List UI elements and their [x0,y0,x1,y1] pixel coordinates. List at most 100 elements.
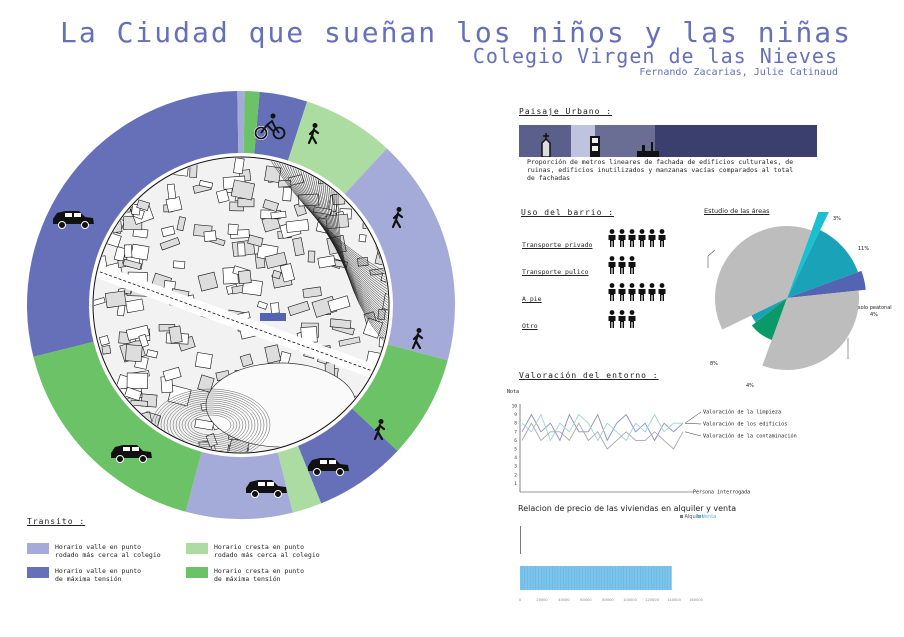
line-series [521,413,684,442]
ring-segment [237,91,245,154]
person-icon [608,283,616,301]
person-icon [628,310,636,328]
pie-slice [715,226,812,330]
map-block [161,225,176,238]
paisaje-heading: Paisaje Urbano : [519,107,613,116]
map-block [197,271,219,292]
transito-heading: Transito : [27,517,86,526]
x-axis-label: Persona interrogada [693,490,750,496]
map-railway-line [94,264,388,386]
map-block [327,295,351,313]
pie-leader [707,249,716,268]
city-map [92,156,390,454]
y-tick-label: 2 [514,472,517,478]
y-tick-label: 7 [514,429,517,435]
person-icon [628,256,636,274]
map-block [271,269,282,280]
person-icon [618,256,626,274]
x-tick-label: 60000 [580,598,592,602]
x-tick-label: 140000 [667,598,681,602]
map-block [230,179,256,201]
ring-segment [243,91,260,154]
map-block [317,255,336,269]
x-tick-label: 20000 [536,598,548,602]
valoracion-heading: Valoración del entorno : [519,371,659,380]
ring-segment [185,451,293,519]
walker-icon [373,419,386,441]
ruins-icon [637,142,659,157]
map-block [172,260,186,269]
map-block [94,297,106,307]
y-tick-label: 6 [514,438,517,444]
transito-ring-chart [26,91,455,519]
y-tick-label: 9 [514,412,517,418]
map-block [302,286,322,299]
ring-segment [26,91,239,357]
legend-swatch [186,543,208,554]
pie-label: solo peatonal [858,305,892,311]
map-block [165,196,183,213]
pie-label: 11% [858,246,869,252]
areas-chart-title: Estudio de las áreas [704,207,770,215]
pie-slice [751,298,787,323]
car-icon [246,480,287,498]
map-block [233,158,245,175]
valoracion-ylabel: Nota [507,389,520,395]
map-block [329,318,352,329]
map-block [124,386,143,402]
map-contour [160,394,262,452]
map-block [264,251,288,269]
map-contour [175,404,247,446]
legend-label: Horario cresta en punto [214,543,305,551]
valoracion-line-chart: 10 9 8 7 6 5 4 3 2 1 Valoración de la limpieza Valo… [512,404,797,496]
map-block [101,345,112,355]
y-tick-label: 10 [512,404,518,410]
map-block [279,263,295,283]
map-block [256,300,268,310]
church-icon [541,133,551,157]
authors: Fernando Zacarias, Julie Catinaud [639,67,838,78]
map-block [377,309,386,320]
map-block [215,189,230,204]
uso-people-row [607,256,637,278]
map-block [203,230,217,242]
map-block [358,234,367,243]
map-block [130,243,150,261]
car-icon [308,458,349,476]
ring-segment [297,408,398,504]
map-block [237,269,252,285]
x-tick-label: 80000 [602,598,614,602]
map-block [285,219,310,233]
map-block [264,344,282,364]
school-marker [260,313,286,321]
map-block [168,325,183,344]
person-icon [638,229,646,247]
legend-item: Horario valle en punto rodado más cerca a… [27,543,161,559]
map-block [126,372,149,389]
map-block [270,210,287,220]
map-block [125,298,145,314]
series-leader [684,431,702,437]
uso-people-row [607,310,637,332]
x-tick-label: 0 [519,598,522,602]
person-icon [658,283,666,301]
legend-swatch [698,515,701,518]
line-series [521,413,683,442]
map-block [292,237,305,257]
map-block [282,186,292,202]
building-icon [590,136,600,157]
walker-icon [391,207,404,229]
map-contour [190,414,232,436]
person-icon [608,229,616,247]
bar-alquiler [520,526,521,554]
line-series [521,422,684,450]
legend-label: de máxima tensión [55,575,122,583]
pie-slice [751,298,787,340]
map-block [98,335,110,346]
legend-label: Horario cresta en punto [214,567,305,575]
pie-slice [787,270,866,298]
map-block [159,237,181,251]
walker-icon [307,123,320,145]
